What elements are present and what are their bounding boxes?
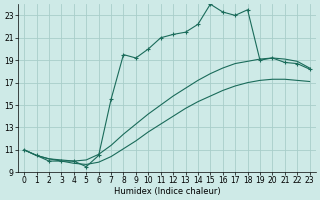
X-axis label: Humidex (Indice chaleur): Humidex (Indice chaleur) [114,187,220,196]
